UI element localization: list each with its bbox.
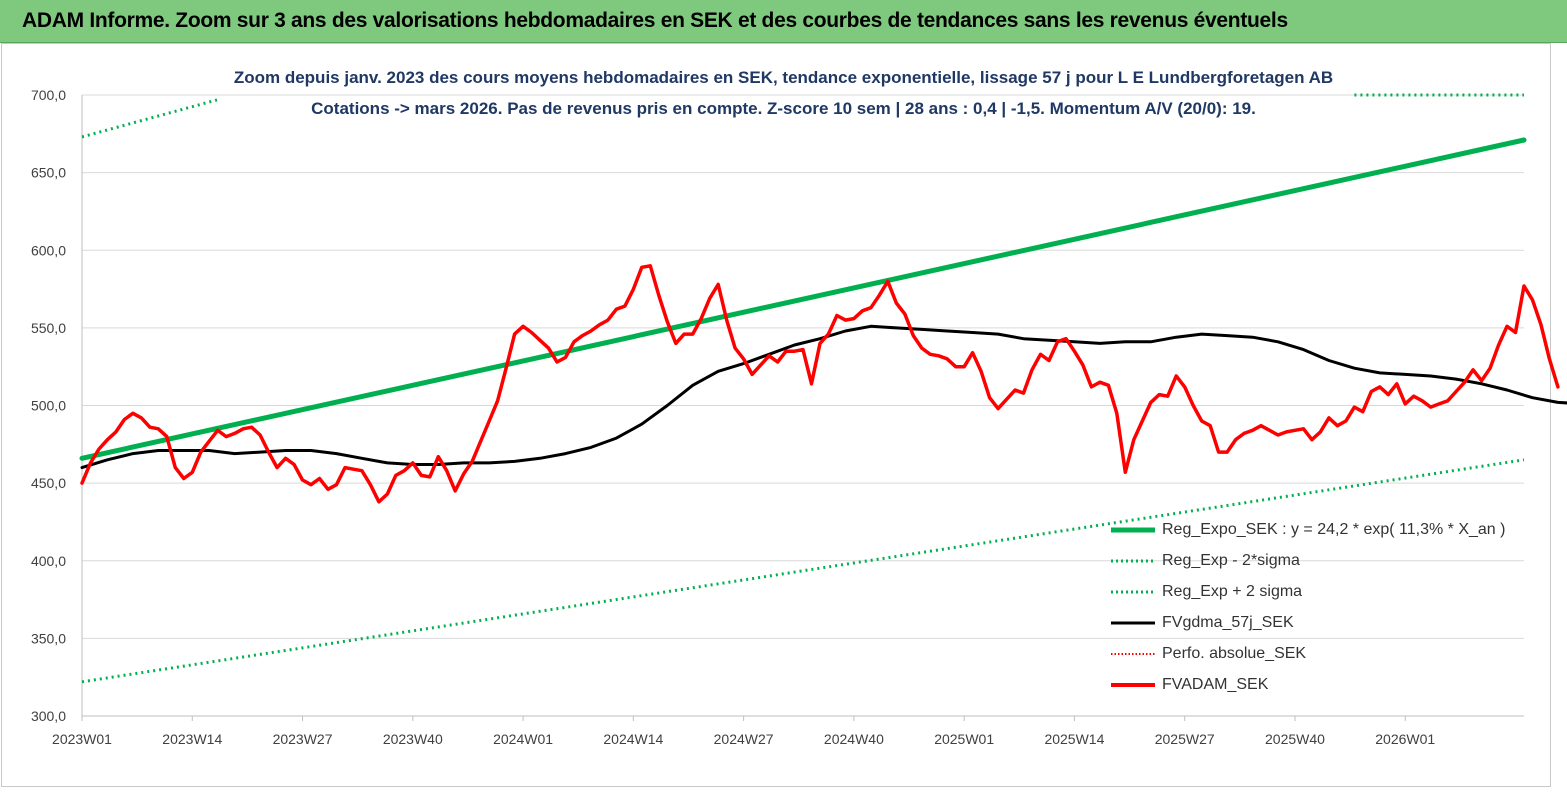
x-tick-label: 2025W27 — [1155, 731, 1215, 747]
series-line-3 — [80, 324, 1567, 470]
y-tick-label: 350,0 — [31, 630, 66, 646]
chart-frame — [1, 43, 1551, 787]
legend-swatch-dotted-green — [1111, 590, 1155, 593]
x-tick-label: 2024W14 — [603, 731, 663, 747]
legend-item-reg-minus: Reg_Exp - 2*sigma — [1110, 545, 1550, 576]
title-banner: ADAM Informe. Zoom sur 3 ans des valoris… — [0, 0, 1567, 43]
y-tick-label: 700,0 — [31, 87, 66, 103]
grid-lines — [81, 94, 1524, 721]
x-tick-label: 2024W27 — [714, 731, 774, 747]
legend-swatch-thick-red — [1111, 682, 1155, 687]
x-tick-label: 2025W40 — [1265, 731, 1325, 747]
legend-label: FVgdma_57j_SEK — [1162, 613, 1294, 631]
y-tick-label: 650,0 — [31, 165, 66, 181]
y-tick-label: 500,0 — [31, 398, 66, 414]
y-tick-label: 550,0 — [31, 320, 66, 336]
chart-title: Zoom depuis janv. 2023 des cours moyens … — [233, 68, 1334, 87]
x-tick-label: 2024W01 — [493, 731, 553, 747]
x-tick-label: 2023W27 — [273, 731, 333, 747]
x-tick-label: 2025W01 — [934, 731, 994, 747]
legend-swatch-black — [1111, 621, 1155, 624]
y-axis-tick-labels: 300,0 350,0 400,0 450,0 500,0 550,0 600,0 650,0… — [31, 87, 66, 724]
x-tick-label: 2023W14 — [162, 731, 222, 747]
series-line-5 — [80, 264, 1560, 504]
legend-label: FVADAM_SEK — [1162, 675, 1269, 693]
x-tick-label: 2023W01 — [52, 731, 112, 747]
chart-legend: Reg_Expo_SEK : y = 24,2 * exp( 11,3% * X… — [1110, 514, 1550, 700]
series-line-0 — [79, 137, 1527, 461]
y-tick-label: 600,0 — [31, 242, 66, 258]
y-tick-label: 400,0 — [31, 553, 66, 569]
legend-swatch-thick-green — [1111, 527, 1155, 532]
y-tick-label: 450,0 — [31, 475, 66, 491]
legend-label: Reg_Expo_SEK : y = 24,2 * exp( 11,3% * X… — [1162, 520, 1506, 538]
legend-item-fvgdma: FVgdma_57j_SEK — [1110, 607, 1550, 638]
legend-label: Reg_Exp + 2 sigma — [1162, 582, 1303, 600]
series-lines — [79, 93, 1567, 684]
legend-item-reg-expo: Reg_Expo_SEK : y = 24,2 * exp( 11,3% * X… — [1110, 514, 1550, 545]
page-title: ADAM Informe. Zoom sur 3 ans des valoris… — [22, 9, 1288, 32]
x-axis-tick-labels: 2023W01 2023W14 2023W27 2023W40 2024W01 2024W… — [52, 731, 1435, 747]
y-tick-label: 300,0 — [31, 708, 66, 724]
legend-label: Perfo. absolue_SEK — [1162, 644, 1307, 662]
legend-swatch-dotted-green — [1111, 559, 1155, 562]
legend-swatch-dotted-red — [1111, 652, 1155, 655]
legend-label: Reg_Exp - 2*sigma — [1162, 551, 1300, 569]
x-tick-label: 2023W40 — [383, 731, 443, 747]
legend-item-reg-plus: Reg_Exp + 2 sigma — [1110, 576, 1550, 607]
x-tick-label: 2024W40 — [824, 731, 884, 747]
legend-item-fvadam: FVADAM_SEK — [1110, 669, 1550, 700]
legend-item-perfo: Perfo. absolue_SEK — [1110, 638, 1550, 669]
x-tick-label: 2026W01 — [1375, 731, 1435, 747]
chart-subtitle: Cotations -> mars 2026. Pas de revenus p… — [311, 99, 1256, 118]
x-tick-label: 2025W14 — [1044, 731, 1104, 747]
